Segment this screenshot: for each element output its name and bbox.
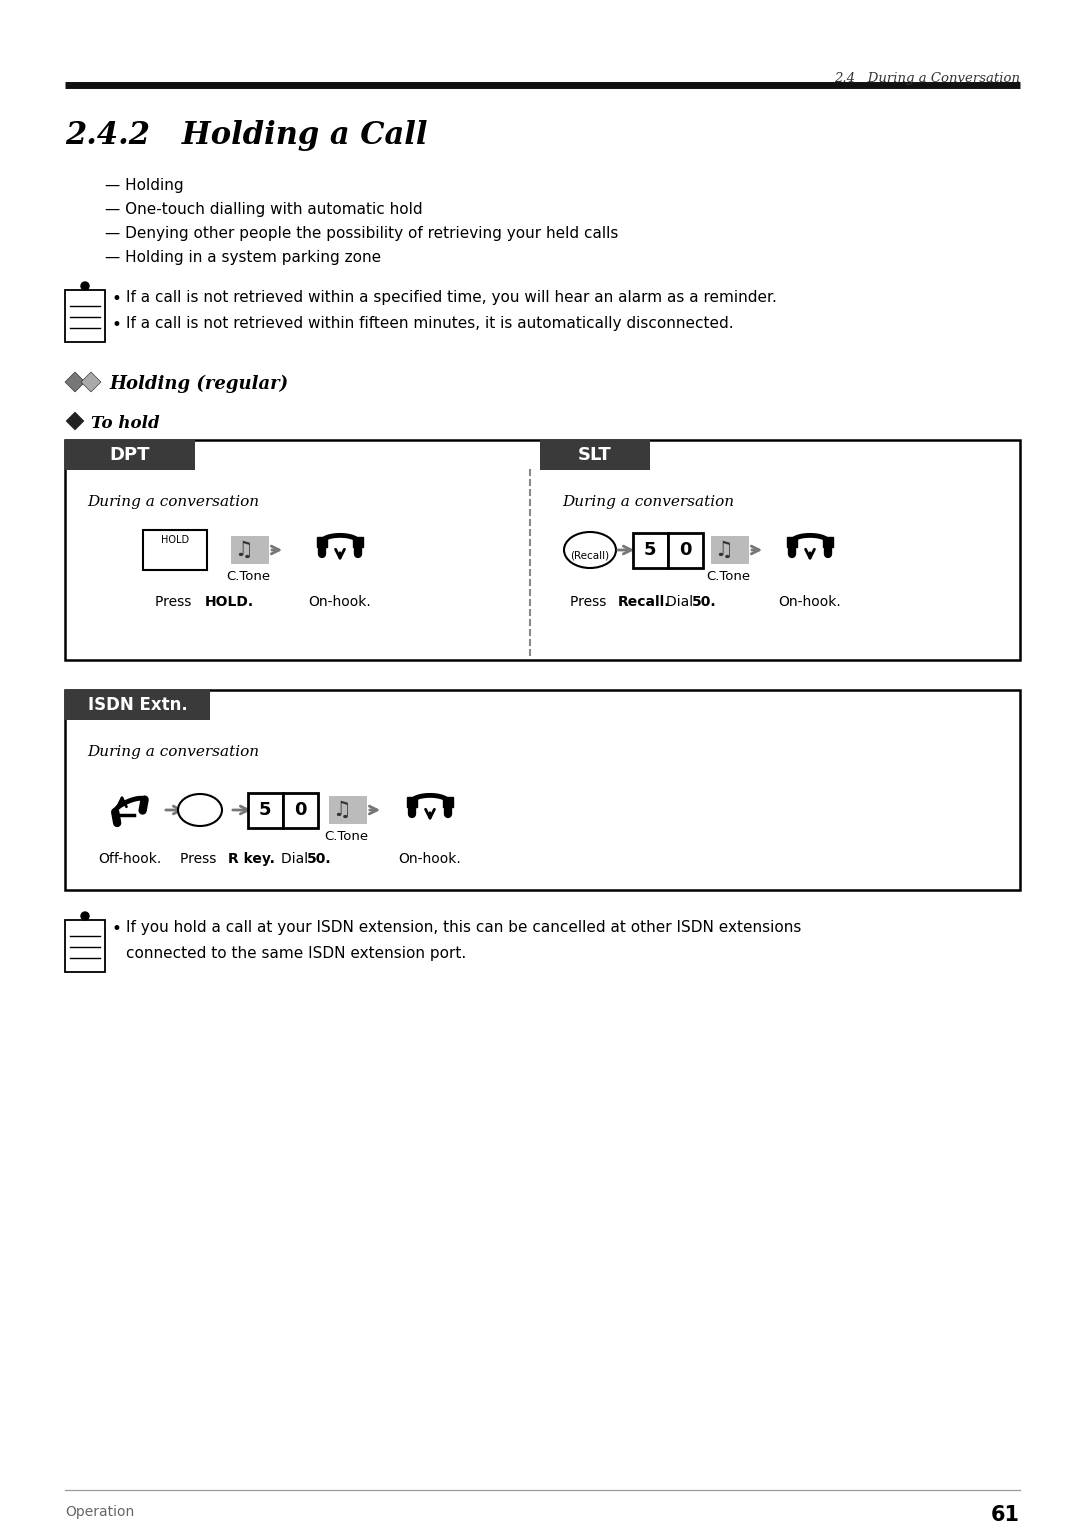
Polygon shape: [65, 371, 85, 393]
FancyBboxPatch shape: [633, 532, 667, 567]
Bar: [65, 440, 1020, 660]
Text: Off-hook.: Off-hook.: [98, 853, 162, 866]
Text: 5: 5: [644, 541, 657, 559]
Bar: [65, 290, 105, 342]
Text: C.Tone: C.Tone: [226, 570, 270, 584]
Text: •: •: [112, 316, 122, 335]
FancyBboxPatch shape: [247, 793, 283, 828]
Text: ♫: ♫: [333, 801, 351, 821]
Bar: [65, 691, 210, 720]
Text: Operation: Operation: [65, 1505, 134, 1519]
Text: Press: Press: [569, 594, 610, 610]
Polygon shape: [81, 371, 102, 393]
Text: — Denying other people the possibility of retrieving your held calls: — Denying other people the possibility o…: [105, 226, 619, 241]
Circle shape: [81, 912, 89, 920]
Bar: [329, 796, 367, 824]
Text: connected to the same ISDN extension port.: connected to the same ISDN extension por…: [126, 946, 467, 961]
Text: — One-touch dialling with automatic hold: — One-touch dialling with automatic hold: [105, 202, 422, 217]
Text: (Recall): (Recall): [570, 552, 609, 561]
Text: Holding (regular): Holding (regular): [109, 374, 288, 393]
Text: On-hook.: On-hook.: [779, 594, 841, 610]
Text: — Holding: — Holding: [105, 177, 184, 193]
Text: C.Tone: C.Tone: [706, 570, 751, 584]
Text: Recall.: Recall.: [618, 594, 671, 610]
Bar: [540, 440, 650, 471]
Text: Press: Press: [179, 853, 220, 866]
Text: On-hook.: On-hook.: [399, 853, 461, 866]
Text: DPT: DPT: [110, 446, 150, 465]
Circle shape: [81, 283, 89, 290]
Text: ISDN Extn.: ISDN Extn.: [87, 695, 187, 714]
Bar: [231, 536, 269, 564]
Text: HOLD: HOLD: [161, 535, 189, 545]
Text: 2.4   During a Conversation: 2.4 During a Conversation: [834, 72, 1020, 86]
Text: Dial: Dial: [666, 594, 698, 610]
Text: •: •: [112, 920, 122, 938]
Text: •: •: [112, 290, 122, 309]
Bar: [65, 920, 105, 972]
Text: During a conversation: During a conversation: [87, 746, 259, 759]
Text: 5: 5: [259, 801, 271, 819]
Text: During a conversation: During a conversation: [87, 495, 259, 509]
Ellipse shape: [564, 532, 616, 568]
Text: During a conversation: During a conversation: [562, 495, 734, 509]
Text: 0: 0: [678, 541, 691, 559]
Text: If a call is not retrieved within a specified time, you will hear an alarm as a : If a call is not retrieved within a spec…: [126, 290, 777, 306]
Text: R key.: R key.: [228, 853, 275, 866]
FancyBboxPatch shape: [667, 532, 702, 567]
Text: ♫: ♫: [234, 539, 254, 559]
Text: On-hook.: On-hook.: [309, 594, 372, 610]
Bar: [711, 536, 750, 564]
Text: Press: Press: [154, 594, 195, 610]
Text: 50.: 50.: [307, 853, 332, 866]
Text: HOLD.: HOLD.: [205, 594, 254, 610]
Text: 50.: 50.: [692, 594, 717, 610]
Text: To hold: To hold: [91, 416, 160, 432]
Text: If a call is not retrieved within fifteen minutes, it is automatically disconnec: If a call is not retrieved within fiftee…: [126, 316, 733, 332]
Text: SLT: SLT: [578, 446, 612, 465]
Text: Dial: Dial: [281, 853, 312, 866]
Text: If you hold a call at your ISDN extension, this can be cancelled at other ISDN e: If you hold a call at your ISDN extensio…: [126, 920, 801, 935]
Text: — Holding in a system parking zone: — Holding in a system parking zone: [105, 251, 381, 264]
Text: 61: 61: [991, 1505, 1020, 1525]
Bar: [143, 530, 207, 570]
Polygon shape: [66, 413, 84, 429]
Bar: [65, 691, 1020, 889]
FancyBboxPatch shape: [283, 793, 318, 828]
Ellipse shape: [178, 795, 222, 827]
Text: ♫: ♫: [715, 539, 733, 559]
Text: 2.4.2   Holding a Call: 2.4.2 Holding a Call: [65, 121, 428, 151]
Bar: [65, 440, 195, 471]
Text: 0: 0: [294, 801, 307, 819]
Text: C.Tone: C.Tone: [324, 830, 368, 843]
